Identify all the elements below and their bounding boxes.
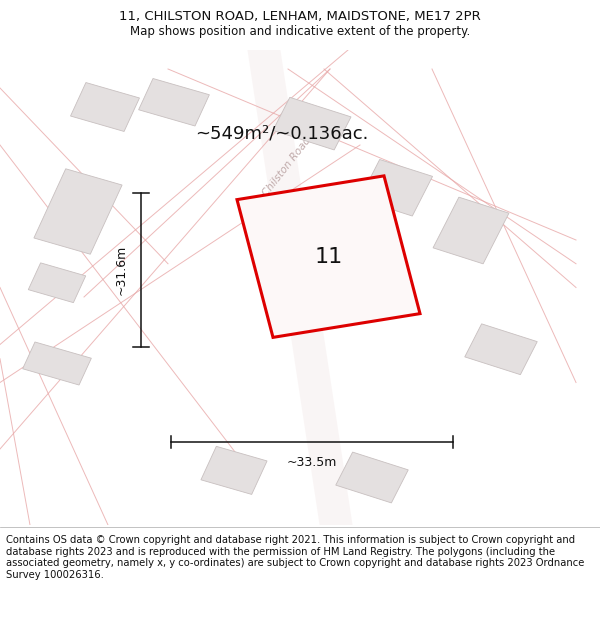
Polygon shape xyxy=(359,159,433,216)
Polygon shape xyxy=(28,263,86,302)
Polygon shape xyxy=(433,197,509,264)
Text: 11, CHILSTON ROAD, LENHAM, MAIDSTONE, ME17 2PR: 11, CHILSTON ROAD, LENHAM, MAIDSTONE, ME… xyxy=(119,10,481,23)
Text: ~31.6m: ~31.6m xyxy=(115,244,128,295)
Polygon shape xyxy=(34,169,122,254)
Text: Contains OS data © Crown copyright and database right 2021. This information is : Contains OS data © Crown copyright and d… xyxy=(6,535,584,580)
Polygon shape xyxy=(293,224,373,294)
Polygon shape xyxy=(201,446,267,494)
Text: 11: 11 xyxy=(314,247,343,267)
Polygon shape xyxy=(71,82,139,131)
Text: ~33.5m: ~33.5m xyxy=(287,456,337,469)
Text: ~549m²/~0.136ac.: ~549m²/~0.136ac. xyxy=(196,124,368,142)
Polygon shape xyxy=(139,79,209,126)
Polygon shape xyxy=(246,41,354,534)
Polygon shape xyxy=(23,342,91,385)
Polygon shape xyxy=(465,324,537,374)
Polygon shape xyxy=(336,452,408,503)
Polygon shape xyxy=(237,176,420,338)
Text: Chilston Road: Chilston Road xyxy=(260,135,313,198)
Polygon shape xyxy=(273,98,351,150)
Text: Map shows position and indicative extent of the property.: Map shows position and indicative extent… xyxy=(130,24,470,38)
